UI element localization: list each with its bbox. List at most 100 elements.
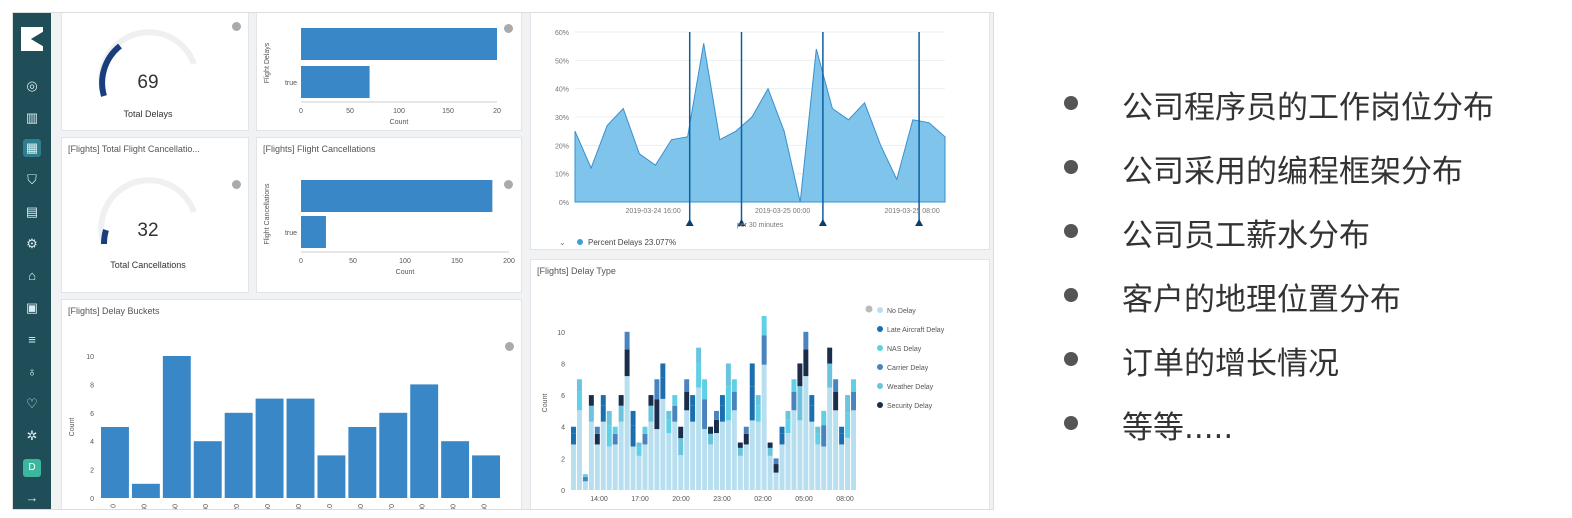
tick-label-x: 20:00 <box>672 496 690 503</box>
tick-label-y: 30% <box>555 115 569 122</box>
tick-label-x: 0 <box>110 504 117 508</box>
panel-delay-type: [Flights] Delay Type Count 0 2 4 6 8 10 14:00 17… <box>530 259 990 509</box>
legend-toggle-icon <box>865 305 873 313</box>
tick-label-x: 08:00 <box>836 496 854 503</box>
document-icon[interactable]: ▣ <box>25 300 39 315</box>
bar <box>588 421 594 490</box>
annotation-marker-icon <box>818 219 827 226</box>
bar <box>815 433 821 445</box>
bar <box>618 395 624 406</box>
gauge-total-cancellations: 32 Total Cancellations <box>98 177 197 270</box>
gauge-label: Total Cancellations <box>110 260 186 270</box>
bullet-dot <box>1064 352 1078 366</box>
heartbeat-icon[interactable]: ♡ <box>26 396 38 411</box>
panel-options-icon[interactable] <box>504 180 513 189</box>
tick-label-y: 60% <box>555 30 569 37</box>
bullet-dot <box>1064 160 1078 174</box>
bar <box>743 433 749 445</box>
bar <box>773 458 779 465</box>
bar <box>791 410 797 490</box>
axis-label-x: per 30 minutes <box>737 222 784 229</box>
bar <box>606 446 612 490</box>
bar <box>785 410 791 420</box>
map-icon[interactable]: ⌂ <box>28 268 36 283</box>
tick-label-y: 6 <box>90 411 94 418</box>
bar <box>690 405 696 422</box>
bar <box>714 419 719 434</box>
briefcase-icon[interactable]: ▤ <box>25 204 39 219</box>
bar <box>588 405 594 422</box>
legend-label: Security Delay <box>887 403 933 410</box>
bar <box>624 331 630 350</box>
bar <box>797 420 803 490</box>
tick-label-x: 240 <box>358 504 365 510</box>
bar <box>660 363 666 378</box>
bar <box>839 426 845 434</box>
bar-chart-icon[interactable]: ▥ <box>25 110 39 125</box>
gear-circle-icon[interactable]: ⚙ <box>26 236 38 251</box>
tick-label-y: 2 <box>90 468 94 475</box>
bullet-dot <box>1064 96 1078 110</box>
bar <box>702 399 708 430</box>
tick-label-x: 2019-03-25 08:00 <box>884 208 939 215</box>
list-item: 等等..... <box>1060 392 1570 456</box>
bar <box>714 410 719 420</box>
bar <box>767 447 773 456</box>
bar <box>648 405 654 422</box>
bar <box>845 412 851 438</box>
bar <box>773 464 779 473</box>
bar <box>737 447 743 456</box>
bar <box>618 405 624 422</box>
tick-label-x: 30 <box>141 504 148 510</box>
bar <box>809 421 815 490</box>
shield-icon[interactable]: ⛉ <box>27 172 37 187</box>
axis-label-y: Count <box>542 394 549 413</box>
tick-label-y: true <box>285 230 297 237</box>
dashboard-icon[interactable]: ▦ <box>23 139 41 157</box>
tick-label-x: 210 <box>327 504 334 510</box>
panel-options-icon[interactable] <box>232 180 241 189</box>
bar <box>624 349 630 377</box>
bar <box>803 376 809 490</box>
bar <box>731 379 737 392</box>
axis-label-x: Count <box>396 269 415 276</box>
bar <box>702 429 708 490</box>
bar <box>767 455 773 490</box>
bar <box>648 421 654 490</box>
gauge-value: 69 <box>137 72 158 93</box>
bar <box>660 398 666 490</box>
settings-icon[interactable]: ✲ <box>26 428 38 443</box>
bar <box>678 426 684 439</box>
kibana-logo[interactable] <box>21 27 43 51</box>
panel-title: [Flights] Total Flight Cancellatio... <box>68 144 200 154</box>
tick-label-y: 8 <box>561 361 565 368</box>
bar <box>660 377 666 399</box>
wrench-icon[interactable]: ♁ <box>27 364 37 379</box>
bar <box>851 410 856 490</box>
space-icon[interactable]: D <box>23 459 41 477</box>
tick-label-y: 4 <box>90 439 94 446</box>
bar <box>582 481 588 490</box>
bar <box>618 421 624 490</box>
compass-icon[interactable]: ◎ <box>26 78 38 93</box>
bar <box>821 425 827 447</box>
bar <box>791 391 797 411</box>
bar <box>348 427 377 498</box>
bar <box>755 405 761 422</box>
bar <box>827 387 833 490</box>
list-icon[interactable]: ≡ <box>28 332 36 347</box>
bar <box>600 395 606 406</box>
bar <box>803 331 809 350</box>
panel-options-icon[interactable] <box>504 24 513 33</box>
bullet-text: 订单的增长情况 <box>1122 346 1339 382</box>
tick-label-x: 100 <box>399 258 411 265</box>
bar <box>654 429 660 490</box>
bar <box>301 180 493 212</box>
panel-options-icon[interactable] <box>505 342 514 351</box>
collapse-arrow-icon[interactable]: → <box>25 490 39 505</box>
legend-toggle-icon: ⌄ <box>559 238 566 247</box>
percent-delays-chart: 0% 10% 20% 30% 40% 50% 60% 2019-03-24 16:00 2019… <box>555 30 946 247</box>
panel-options-icon[interactable] <box>232 22 241 31</box>
bar <box>582 474 588 478</box>
tick-label-y: 0% <box>559 200 569 207</box>
